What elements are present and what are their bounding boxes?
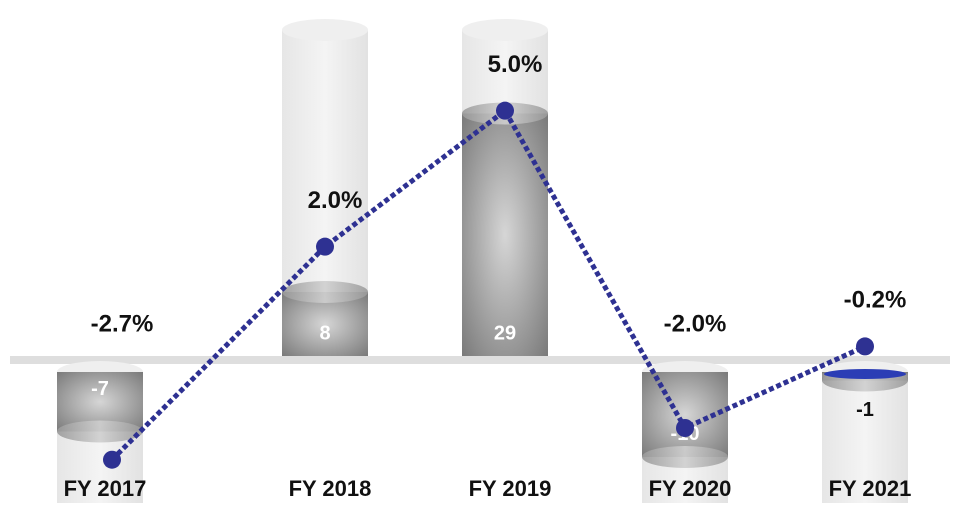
bar-value-label: -1: [856, 399, 874, 421]
x-tick-label: FY 2017: [64, 476, 147, 501]
line-value-label: -2.0%: [664, 310, 727, 337]
ghost-cylinder: [822, 372, 908, 503]
line-value-label: 5.0%: [488, 51, 543, 78]
line-marker: [496, 101, 514, 120]
x-tick-label: FY 2018: [289, 476, 372, 501]
line-marker: [676, 419, 694, 437]
baseline-band: [10, 356, 950, 364]
line-marker: [316, 237, 334, 256]
line-marker: [103, 450, 121, 469]
x-tick-label: FY 2019: [469, 476, 552, 501]
ghost-cap: [462, 19, 548, 41]
bar-value-label: -7: [91, 378, 109, 400]
bar-value-label: 8: [319, 322, 330, 344]
line-marker: [856, 337, 874, 356]
ghost-cap: [282, 19, 368, 41]
line-value-label: -0.2%: [844, 287, 907, 314]
line-value-label: -2.7%: [91, 310, 154, 337]
x-tick-label: FY 2021: [829, 476, 912, 501]
line: [110, 106, 867, 462]
bar: [462, 113, 548, 356]
x-tick-label: FY 2020: [649, 476, 732, 501]
bar-cap: [282, 281, 368, 303]
bar-value-label: 29: [494, 322, 516, 344]
bar-cap: [642, 446, 728, 468]
bar-cap: [57, 420, 143, 443]
bar-cap: [824, 369, 906, 379]
line-value-label: 2.0%: [308, 187, 363, 214]
